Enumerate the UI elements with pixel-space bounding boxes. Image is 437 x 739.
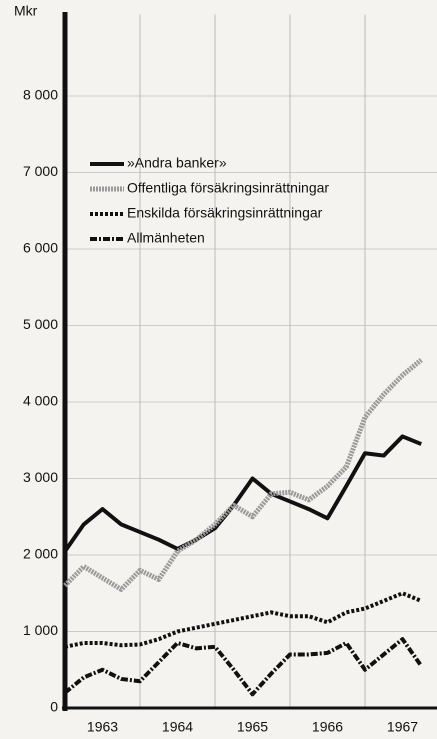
legend-label: Offentliga försäkringsinrättningar [127,180,329,196]
y-tick-label: 6 000 [23,240,58,256]
legend-label: »Andra banker» [127,155,227,171]
legend-label: Enskilda försäkringsinrättningar [127,205,323,221]
y-tick-label: 7 000 [23,163,58,179]
series-line [63,434,423,553]
x-tick-label: 1966 [312,719,343,735]
x-tick-label: 1967 [387,719,418,735]
series-line [63,637,423,697]
y-tick-label: 0 [50,699,58,715]
y-tick-label: 8 000 [23,87,58,103]
series-line [63,357,423,592]
x-tick-label: 1965 [237,719,268,735]
y-axis-label: Mkr [14,3,38,19]
x-tick-label: 1963 [87,719,118,735]
legend-label: Allmänheten [127,230,205,246]
y-tick-label: 3 000 [23,469,58,485]
y-tick-label: 4 000 [23,393,58,409]
x-tick-label: 1964 [162,719,193,735]
series-line [64,591,423,649]
y-tick-label: 5 000 [23,316,58,332]
y-tick-label: 1 000 [23,622,58,638]
y-tick-label: 2 000 [23,546,58,562]
